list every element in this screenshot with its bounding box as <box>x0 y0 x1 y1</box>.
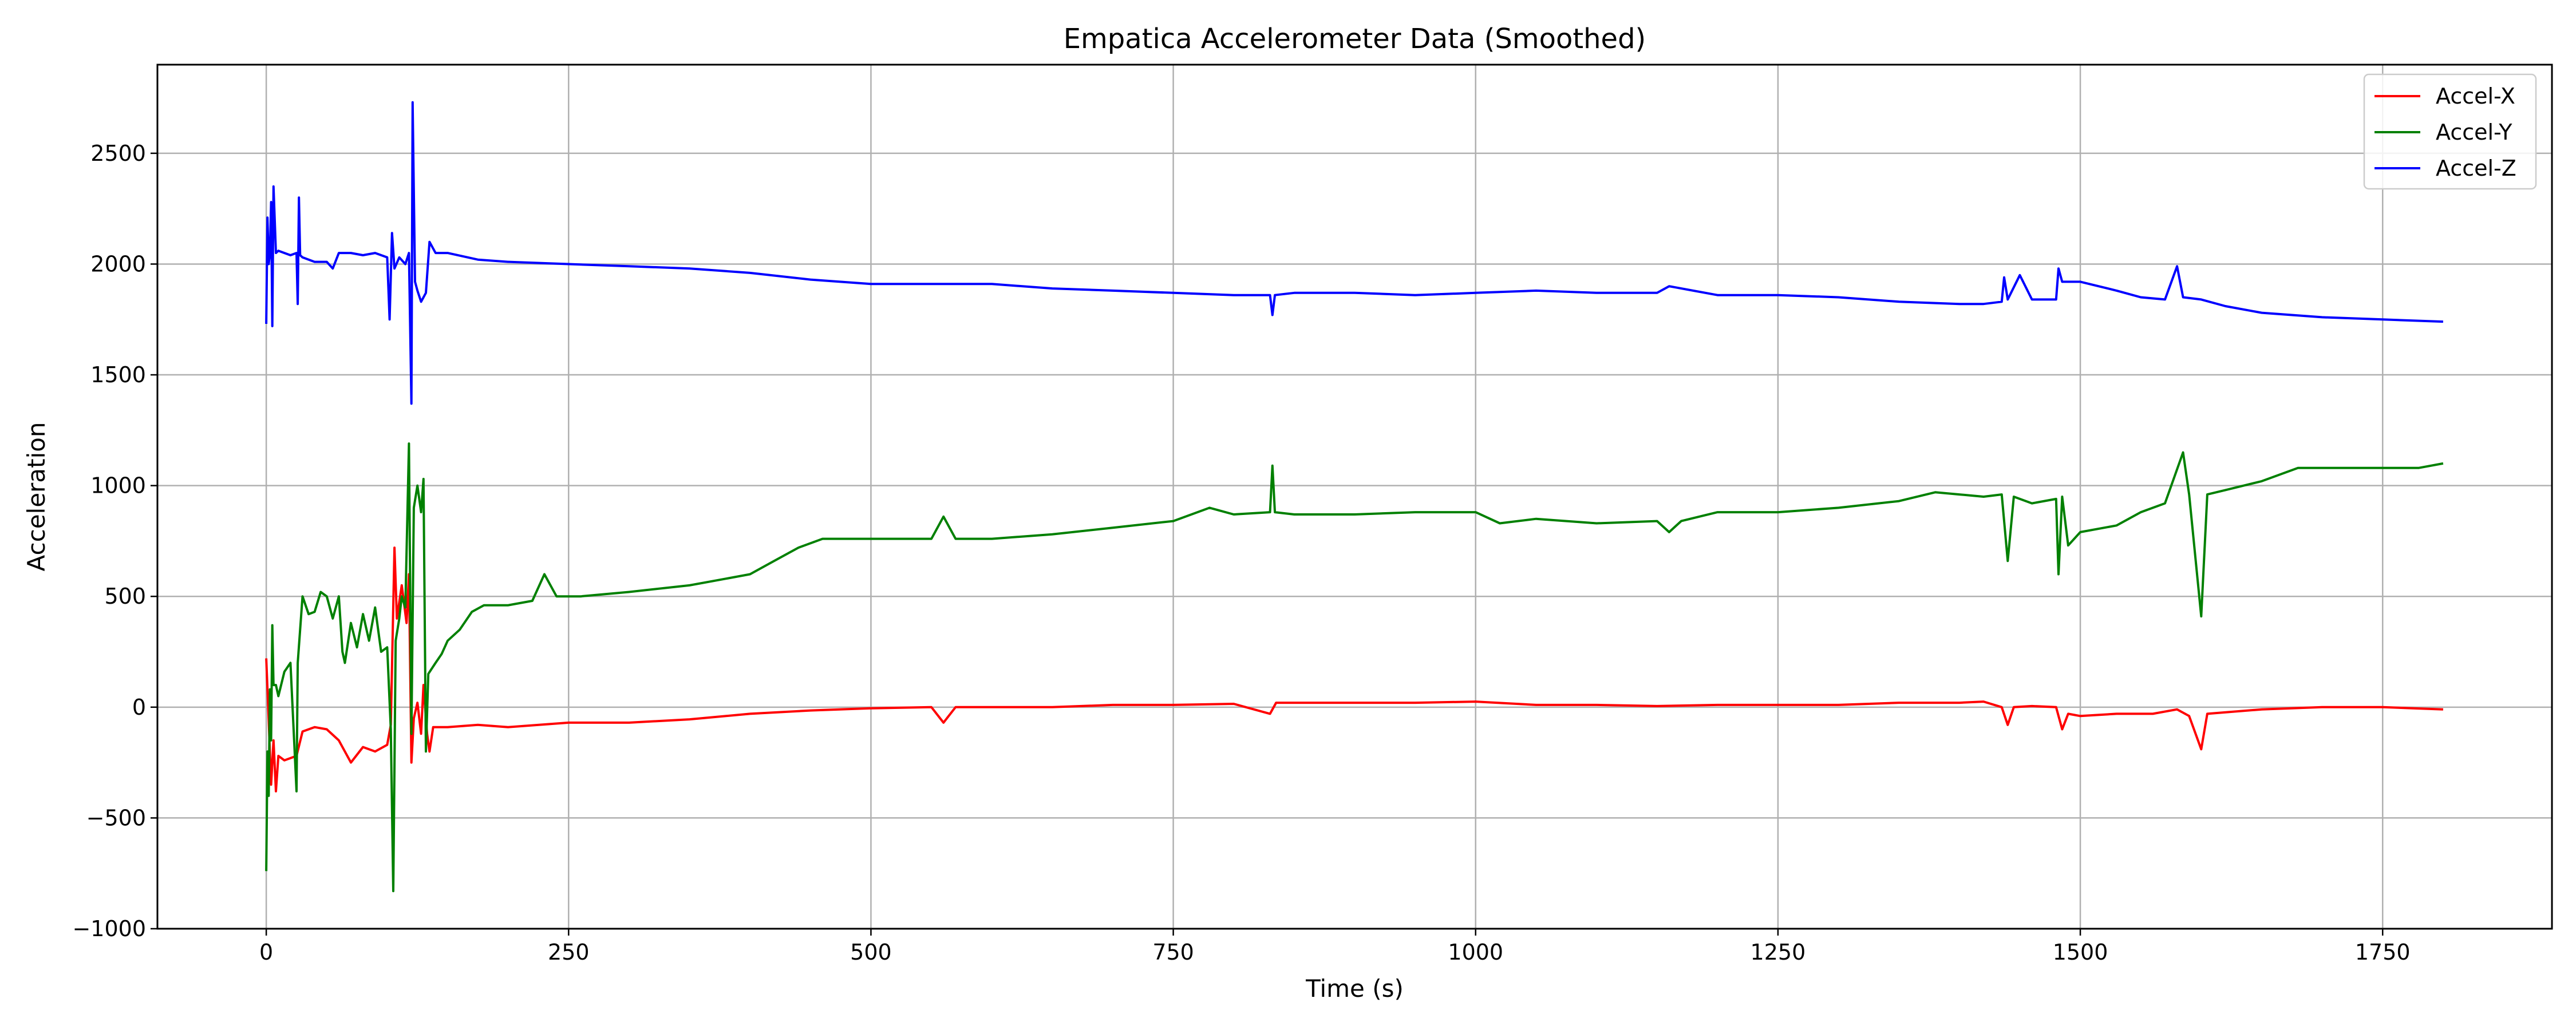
legend-label: Accel-Z <box>2436 156 2516 181</box>
y-tick-label: −500 <box>86 805 146 830</box>
x-tick-label: 750 <box>1152 940 1194 965</box>
y-axis-label: Acceleration <box>22 422 50 572</box>
plot-frame <box>157 65 2552 929</box>
legend: Accel-X Accel-Y Accel-Z <box>2364 74 2536 189</box>
y-tick-label: 0 <box>132 695 146 720</box>
legend-label: Accel-X <box>2436 84 2515 109</box>
grid <box>157 65 2552 929</box>
y-tick-label: −1000 <box>72 916 146 941</box>
x-axis-label: Time (s) <box>1305 974 1404 1003</box>
series-line-accel-z <box>266 102 2443 404</box>
series-lines <box>266 102 2443 891</box>
legend-label: Accel-Y <box>2436 120 2512 145</box>
y-tick-label: 500 <box>104 584 146 609</box>
x-tick-label: 250 <box>548 940 590 965</box>
series-line-accel-y <box>266 443 2443 891</box>
x-tick-label: 1000 <box>1448 940 1503 965</box>
y-tick-label: 1500 <box>90 362 146 387</box>
x-tick-label: 0 <box>259 940 273 965</box>
y-tick-label: 1000 <box>90 473 146 498</box>
chart-title: Empatica Accelerometer Data (Smoothed) <box>1064 23 1646 55</box>
x-tick-label: 1500 <box>2053 940 2108 965</box>
series-line-accel-x <box>266 548 2443 791</box>
y-tick-label: 2000 <box>90 251 146 276</box>
x-tick-label: 500 <box>850 940 892 965</box>
x-tick-label: 1250 <box>1751 940 1806 965</box>
x-tick-label: 1750 <box>2355 940 2411 965</box>
y-tick-label: 2500 <box>90 141 146 166</box>
